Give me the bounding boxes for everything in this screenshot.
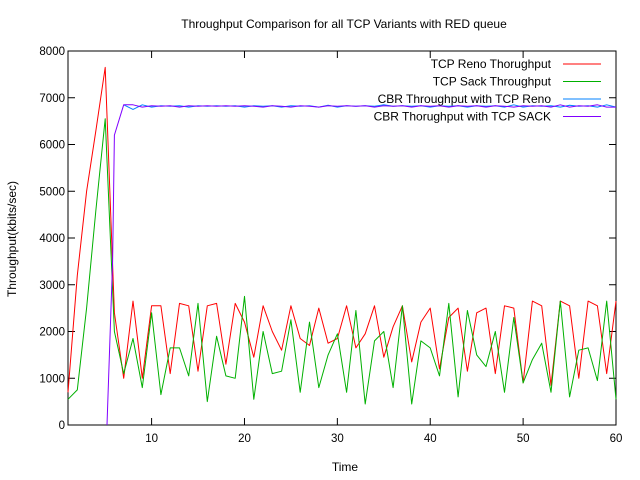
legend-label: TCP Sack Throughput [433,75,552,89]
x-axis-label: Time [332,460,359,474]
legend-label: CBR Throughput with TCP Reno [378,92,552,106]
legend-label: CBR Thorughput with TCP SACK [374,110,551,124]
y-tick-label: 1000 [39,373,65,385]
y-axis-label: Throughput(kbits/sec) [5,181,19,297]
chart-title: Throughput Comparison for all TCP Varian… [181,17,507,31]
chart-axes: 0 1000 2000 3000 4000 5000 6000 7000 8000 10 20 30 4… [39,46,622,445]
series-line-1 [67,66,617,393]
y-tick-label: 8000 [39,46,65,58]
y-tick-label: 6000 [39,140,65,152]
x-tick-label: 10 [145,433,158,445]
y-tick-label: 4000 [39,233,65,245]
legend-label: TCP Reno Thorughput [431,57,552,71]
series-line-4 [106,104,616,426]
y-tick-label: 2000 [39,327,65,339]
legend: TCP Reno Thorughput TCP Sack Throughput CB… [374,57,601,124]
x-tick-label: 20 [238,433,251,445]
x-tick-label: 40 [424,433,437,445]
y-tick-label: 0 [59,420,65,432]
y-tick-label: 3000 [39,280,65,292]
x-tick-label: 30 [331,433,344,445]
series-layer [67,66,617,426]
y-tick-label: 5000 [39,186,65,198]
series-line-2 [67,118,617,405]
y-tick-label: 7000 [39,93,65,105]
x-tick-label: 50 [517,433,530,445]
x-tick-label: 60 [610,433,623,445]
